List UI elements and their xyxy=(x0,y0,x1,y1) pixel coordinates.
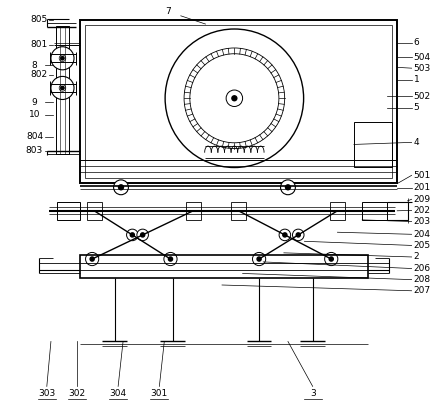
Bar xyxy=(87,202,102,220)
Bar xyxy=(56,26,69,154)
Bar xyxy=(354,122,392,167)
Circle shape xyxy=(296,233,300,237)
Text: 805: 805 xyxy=(30,15,47,24)
Circle shape xyxy=(137,229,148,241)
Circle shape xyxy=(283,233,287,237)
Text: 7: 7 xyxy=(166,7,171,16)
Text: 204: 204 xyxy=(414,230,431,239)
Circle shape xyxy=(168,257,173,261)
Circle shape xyxy=(279,229,291,241)
Text: 502: 502 xyxy=(414,92,431,101)
Circle shape xyxy=(253,252,266,266)
Circle shape xyxy=(90,257,94,261)
Text: 2: 2 xyxy=(414,252,419,261)
Circle shape xyxy=(325,252,338,266)
Text: 208: 208 xyxy=(414,275,431,284)
Text: 202: 202 xyxy=(414,206,431,215)
Text: 3: 3 xyxy=(310,389,316,398)
Text: 302: 302 xyxy=(68,389,85,398)
Circle shape xyxy=(61,56,64,60)
Circle shape xyxy=(127,229,138,241)
Text: 209: 209 xyxy=(414,195,431,204)
Circle shape xyxy=(329,257,333,261)
Circle shape xyxy=(164,252,177,266)
Text: 203: 203 xyxy=(414,217,431,226)
Text: 8: 8 xyxy=(32,61,37,70)
Bar xyxy=(186,202,201,220)
Bar xyxy=(80,255,369,278)
Text: 801: 801 xyxy=(30,40,47,49)
Text: 207: 207 xyxy=(414,286,431,295)
Text: 1: 1 xyxy=(414,75,420,84)
Bar xyxy=(330,202,345,220)
Circle shape xyxy=(51,76,74,100)
Text: 205: 205 xyxy=(414,241,431,250)
Text: 4: 4 xyxy=(414,138,419,147)
Text: 10: 10 xyxy=(29,110,40,119)
Circle shape xyxy=(293,229,304,241)
Circle shape xyxy=(86,252,99,266)
Text: 304: 304 xyxy=(110,389,127,398)
Bar xyxy=(85,25,392,178)
Text: 504: 504 xyxy=(414,53,431,61)
Text: 803: 803 xyxy=(26,146,43,155)
Circle shape xyxy=(141,233,145,237)
Text: 301: 301 xyxy=(151,389,168,398)
Bar xyxy=(362,202,387,220)
Circle shape xyxy=(119,185,123,190)
Text: 804: 804 xyxy=(26,132,43,141)
Bar xyxy=(57,202,80,220)
Bar xyxy=(80,20,397,183)
Circle shape xyxy=(285,185,290,190)
Text: 501: 501 xyxy=(414,171,431,180)
Text: 206: 206 xyxy=(414,264,431,273)
Text: 9: 9 xyxy=(32,98,37,107)
Circle shape xyxy=(61,86,64,90)
Text: 201: 201 xyxy=(414,183,431,192)
Circle shape xyxy=(51,47,74,70)
Text: 6: 6 xyxy=(414,38,420,47)
Text: 503: 503 xyxy=(414,63,431,73)
Circle shape xyxy=(130,233,135,237)
Circle shape xyxy=(257,257,261,261)
Text: 802: 802 xyxy=(30,70,47,79)
Circle shape xyxy=(232,96,237,101)
Circle shape xyxy=(114,180,128,195)
Text: 5: 5 xyxy=(414,103,420,112)
Circle shape xyxy=(281,180,295,195)
Text: 303: 303 xyxy=(38,389,56,398)
Bar xyxy=(231,202,246,220)
